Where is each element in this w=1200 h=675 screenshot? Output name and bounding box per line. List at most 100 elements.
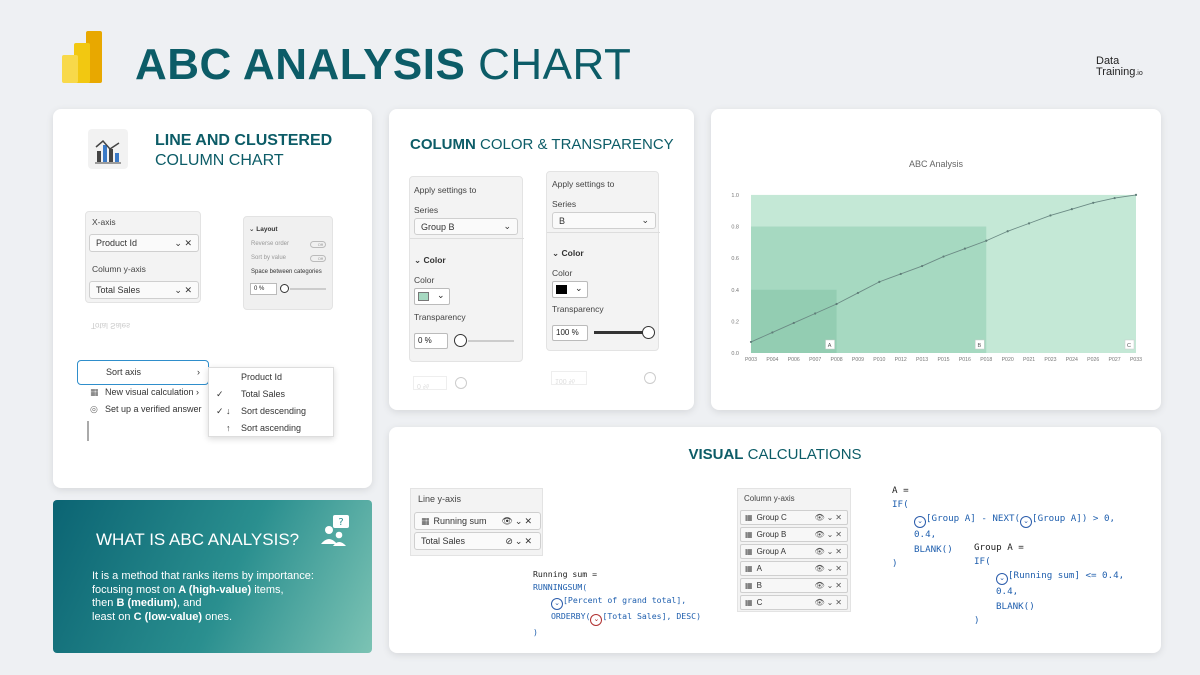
field-controls-icon[interactable]: ⌄ ✕: [174, 237, 192, 248]
running-sum-point: [814, 312, 817, 315]
visual-calc-icon: ▦: [745, 547, 753, 556]
chevron-down-icon: ⌄: [437, 290, 445, 300]
line-clustered-card: LINE AND CLUSTERED COLUMN CHART X-axis P…: [53, 109, 372, 488]
x-tick-label: P023: [1044, 357, 1056, 363]
sort-option-total-sales[interactable]: ✓ Total Sales: [209, 386, 333, 403]
x-tick-label: P012: [895, 357, 907, 363]
running-sum-point: [771, 331, 774, 334]
color-heading: Color: [561, 248, 584, 258]
color-picker[interactable]: ⌄: [414, 288, 450, 305]
visual-calculations-card: VISUAL CALCULATIONS Line y-axis ▦ Running…: [389, 427, 1161, 653]
column-yaxis-field[interactable]: ▦ Group C 👁⌄✕: [740, 510, 848, 525]
field-controls-icon[interactable]: 👁⌄✕: [501, 515, 534, 526]
column-yaxis-field[interactable]: ▦ C 👁⌄✕: [740, 595, 848, 610]
x-tick-label: P033: [1130, 357, 1142, 363]
people-question-icon: ?: [319, 514, 351, 548]
running-sum-point: [1049, 214, 1052, 217]
chevron-down-icon[interactable]: ⌄: [552, 248, 560, 258]
powerbi-logo: [62, 31, 104, 83]
abc-info-title: WHAT IS ABC ANALYSIS?: [96, 530, 300, 549]
x-tick-label: P026: [1087, 357, 1099, 363]
series-dropdown[interactable]: Group B ⌄: [414, 218, 518, 235]
visual-calc-icon: ▦: [745, 564, 753, 573]
verified-answer-item[interactable]: ◎ Set up a verified answer: [77, 401, 207, 418]
x-tick-label: P006: [788, 357, 800, 363]
xaxis-field[interactable]: Product Id ⌄ ✕: [89, 234, 199, 252]
field-controls-icon[interactable]: 👁⌄✕: [814, 564, 844, 573]
chevron-down-icon: ⌄: [641, 215, 649, 225]
new-visual-calc-item[interactable]: ▦ New visual calculation ›: [77, 384, 207, 401]
x-tick-label: P018: [980, 357, 992, 363]
field-controls-icon[interactable]: 👁⌄✕: [814, 581, 844, 590]
y-tick-label: 1.0: [731, 193, 739, 199]
ghost-input-left: 0 %: [413, 376, 447, 390]
x-tick-label: P027: [1109, 357, 1121, 363]
y-tick-label: 0.6: [731, 256, 739, 262]
color-heading: Color: [423, 255, 446, 265]
card4-title: VISUAL CALCULATIONS: [688, 446, 862, 463]
card1-title: LINE AND CLUSTERED COLUMN CHART: [155, 132, 333, 169]
running-sum-point: [1113, 196, 1116, 200]
column-yaxis-field[interactable]: ▦ Group A 👁⌄✕: [740, 544, 848, 559]
field-controls-icon[interactable]: 👁⌄✕: [814, 530, 844, 539]
running-sum-point: [749, 340, 753, 344]
running-sum-field[interactable]: ▦ Running sum 👁⌄✕: [414, 512, 541, 530]
expand-icon[interactable]: ⌄: [1020, 516, 1033, 529]
chevron-down-icon[interactable]: ⌄: [249, 226, 255, 233]
sort-descending[interactable]: ✓ ↓ Sort descending: [209, 403, 333, 420]
layout-pane: ⌄ Layout Reverse order Off Sort by value…: [243, 216, 333, 310]
x-tick-label: P024: [1066, 357, 1078, 363]
sort-ascending[interactable]: ↑ Sort ascending: [209, 420, 333, 437]
visual-calc-icon: ▦: [745, 530, 753, 539]
group-label: C: [1127, 343, 1131, 349]
x-tick-label: P015: [937, 357, 949, 363]
running-sum-point: [985, 239, 988, 242]
color-label: Color: [414, 275, 435, 285]
field-controls-icon[interactable]: 👁⌄✕: [814, 547, 844, 556]
column-yaxis-label: Column y-axis: [744, 494, 795, 503]
x-tick-label: P007: [809, 357, 821, 363]
chevron-right-icon: ›: [197, 367, 200, 377]
transparency-input[interactable]: 0 %: [414, 333, 448, 349]
field-controls-icon[interactable]: ⌄ ✕: [174, 284, 192, 295]
transparency-slider[interactable]: [454, 334, 516, 348]
total-sales-field[interactable]: Total Sales ⊘⌄✕: [414, 532, 541, 550]
expand-icon[interactable]: ⌄: [914, 516, 926, 529]
svg-text:?: ?: [338, 517, 343, 528]
sort-by-value-toggle[interactable]: Off: [310, 255, 326, 262]
x-tick-label: P008: [830, 357, 842, 363]
ghost-knob-left: [455, 377, 467, 389]
reverse-order-toggle[interactable]: Off: [310, 241, 326, 248]
running-sum-point: [1027, 222, 1031, 225]
color-label: Color: [552, 268, 573, 278]
running-sum-point: [1092, 201, 1095, 204]
expand-icon[interactable]: ⌄: [590, 614, 603, 626]
running-sum-point: [835, 302, 838, 306]
colaxis-field[interactable]: Total Sales ⌄ ✕: [89, 281, 199, 299]
column-yaxis-field[interactable]: ▦ Group B 👁⌄✕: [740, 527, 848, 542]
color-picker[interactable]: ⌄: [552, 281, 588, 298]
chevron-down-icon[interactable]: ⌄: [414, 255, 422, 265]
space-slider[interactable]: [280, 284, 328, 294]
sort-option-product-id[interactable]: Product Id: [241, 372, 283, 382]
field-hidden-controls-icon[interactable]: ⊘⌄✕: [505, 535, 534, 546]
sort-axis-item[interactable]: Sort axis ›: [77, 360, 209, 385]
column-yaxis-field[interactable]: ▦ B 👁⌄✕: [740, 578, 848, 593]
expand-icon[interactable]: ⌄: [551, 598, 563, 610]
sort-submenu: Product Id ✓ Total Sales ✓ ↓ Sort descendin…: [208, 367, 334, 437]
field-controls-icon[interactable]: 👁⌄✕: [814, 513, 844, 522]
transparency-slider[interactable]: [594, 326, 656, 340]
chevron-right-icon: ›: [196, 387, 199, 397]
expand-icon[interactable]: ⌄: [996, 573, 1008, 586]
running-sum-point: [1070, 208, 1073, 211]
transparency-input[interactable]: 100 %: [552, 325, 588, 341]
space-input[interactable]: 0 %: [250, 283, 277, 295]
sort-asc-icon: ↑: [226, 423, 231, 433]
field-controls-icon[interactable]: 👁⌄✕: [814, 598, 844, 607]
context-menu: Sort axis › ▦ New visual calculation › ◎ Set…: [77, 360, 211, 420]
series-dropdown[interactable]: B ⌄: [552, 212, 656, 229]
column-yaxis-field[interactable]: ▦ A 👁⌄✕: [740, 561, 848, 576]
x-tick-label: P021: [1023, 357, 1035, 363]
layout-heading: Layout: [256, 226, 278, 233]
transparency-label: Transparency: [414, 312, 466, 322]
